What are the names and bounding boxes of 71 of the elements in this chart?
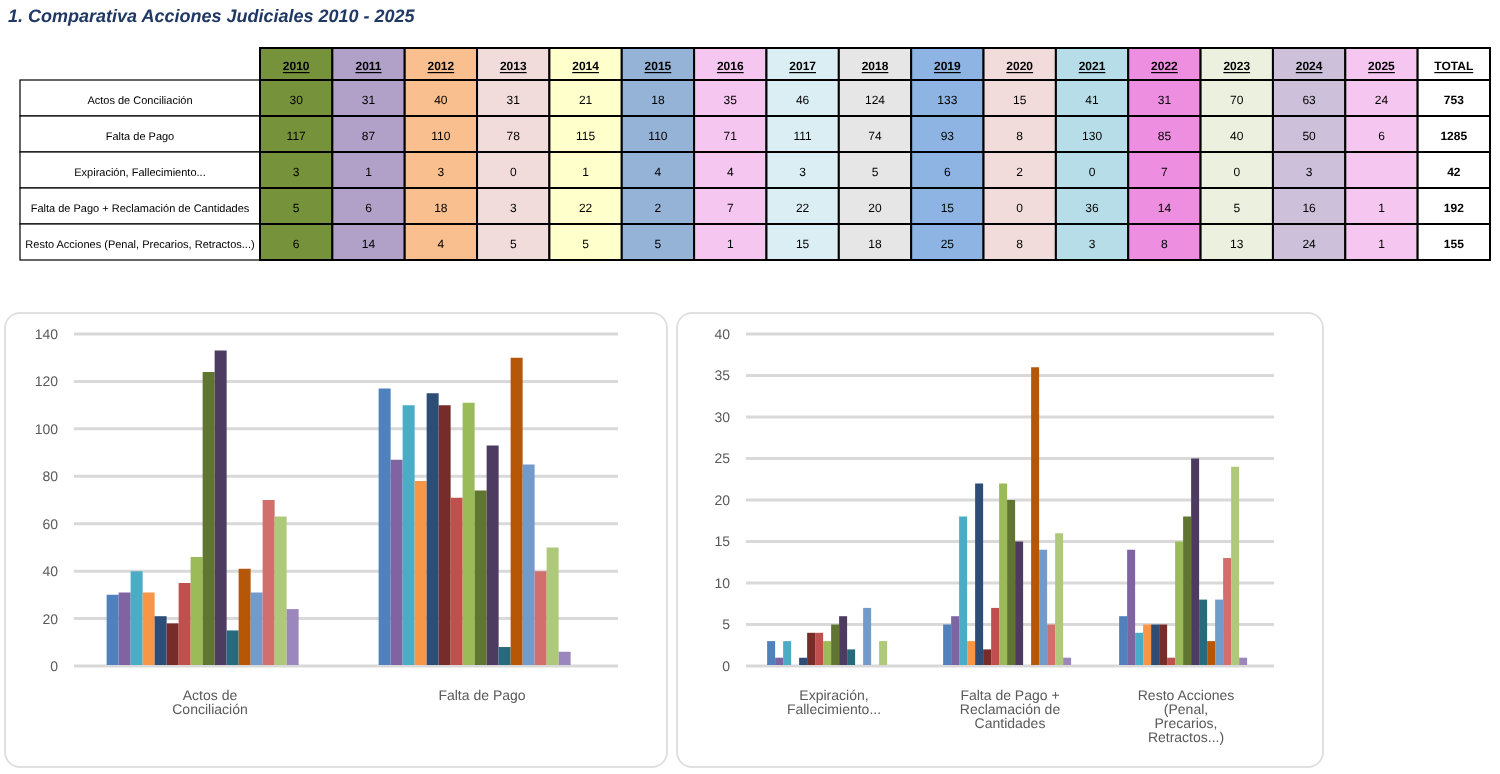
bar xyxy=(863,607,872,666)
bar xyxy=(390,459,403,666)
bar xyxy=(154,616,167,666)
bar xyxy=(462,402,475,666)
bar xyxy=(1199,599,1208,666)
bar xyxy=(546,547,559,666)
bar xyxy=(1039,549,1048,666)
bar xyxy=(767,641,776,666)
bar xyxy=(847,649,856,666)
bar xyxy=(450,497,463,666)
bar xyxy=(1231,466,1240,666)
bar xyxy=(286,609,299,666)
bar xyxy=(178,583,191,666)
bar xyxy=(943,624,952,666)
bar xyxy=(1143,624,1152,666)
bar xyxy=(999,483,1008,666)
bar xyxy=(951,616,960,666)
bar xyxy=(214,350,227,666)
bar xyxy=(402,405,415,666)
chart-title: 1. Comparativa Acciones Judiciales 2010 - 2025 xyxy=(8,6,415,26)
bar xyxy=(1127,549,1136,666)
bar xyxy=(1119,616,1128,666)
bar xyxy=(414,481,427,666)
bar xyxy=(250,592,263,666)
bar xyxy=(983,649,992,666)
bar xyxy=(142,592,155,666)
bar xyxy=(815,632,824,666)
bar xyxy=(118,592,131,666)
bar xyxy=(498,647,511,666)
bar xyxy=(1135,632,1144,666)
bar xyxy=(975,483,984,666)
bar xyxy=(274,516,287,666)
bar xyxy=(1055,533,1064,666)
bar xyxy=(1047,624,1056,666)
bar xyxy=(190,556,203,666)
bar xyxy=(534,571,547,666)
bar xyxy=(1191,458,1200,666)
bar xyxy=(558,651,571,666)
bar xyxy=(378,388,391,666)
bar xyxy=(967,641,976,666)
bar xyxy=(991,607,1000,666)
bar xyxy=(1007,500,1016,666)
bar xyxy=(1223,558,1232,666)
bar xyxy=(238,568,251,666)
bar xyxy=(807,632,816,666)
bar xyxy=(510,357,523,666)
bar xyxy=(262,500,275,666)
bar xyxy=(474,490,487,666)
bar xyxy=(1159,624,1168,666)
bar xyxy=(1175,541,1184,666)
bar xyxy=(1151,624,1160,666)
bar xyxy=(1031,367,1040,666)
bar xyxy=(1207,641,1216,666)
bar xyxy=(1215,599,1224,666)
bar xyxy=(226,630,239,666)
bar xyxy=(106,594,119,666)
bar xyxy=(959,516,968,666)
bar xyxy=(839,616,848,666)
bar xyxy=(438,405,451,666)
bar xyxy=(166,623,179,666)
bar xyxy=(522,464,535,666)
bar xyxy=(130,571,143,666)
bar xyxy=(823,641,832,666)
bar xyxy=(1183,516,1192,666)
bar xyxy=(486,445,499,666)
bar xyxy=(831,624,840,666)
bar xyxy=(202,371,215,666)
bar xyxy=(783,641,792,666)
bar xyxy=(426,393,439,666)
bar xyxy=(1015,541,1024,666)
bar xyxy=(879,641,888,666)
